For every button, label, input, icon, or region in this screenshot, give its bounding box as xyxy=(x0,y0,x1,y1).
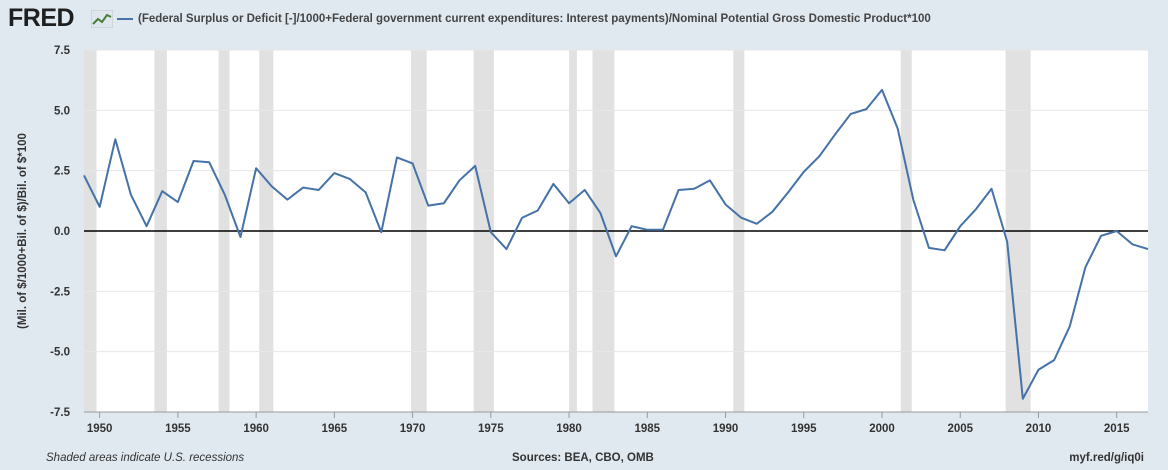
y-axis-label: (Mil. of $/1000+Bil. of $)/Bil. of $*100 xyxy=(17,133,29,329)
x-tick-label: 2010 xyxy=(1026,423,1052,435)
legend[interactable]: (Federal Surplus or Deficit [-]/1000+Fed… xyxy=(117,11,931,27)
y-tick-label: -2.5 xyxy=(50,286,70,298)
x-tick-label: 1995 xyxy=(791,423,817,435)
x-tick-label: 2005 xyxy=(947,423,973,435)
x-tick-label: 2015 xyxy=(1104,423,1130,435)
y-axis-ticks: 7.5 5.0 2.5 0.0 -2.5 -5.0 -7.5 xyxy=(50,45,70,419)
chart: 7.5 5.0 2.5 0.0 -2.5 -5.0 -7.5 1950 1955 1960 196… xyxy=(17,45,1149,435)
chart-header: FRED (Federal Surplus or Deficit [-]/100… xyxy=(0,0,1168,40)
series-line[interactable] xyxy=(83,88,1149,400)
sources-note: Sources: BEA, CBO, OMB xyxy=(512,452,654,464)
y-tick-label: 2.5 xyxy=(54,166,71,178)
y-tick-label: 7.5 xyxy=(54,45,71,57)
recession-note: Shaded areas indicate U.S. recessions xyxy=(46,452,245,464)
y-tick-label: -5.0 xyxy=(50,347,70,359)
x-tick-label: 1960 xyxy=(243,423,269,435)
y-tick-label: -7.5 xyxy=(50,407,70,419)
x-tick-label: 1990 xyxy=(713,423,739,435)
x-tick-label: 1985 xyxy=(634,423,660,435)
y-tick-label: 5.0 xyxy=(54,105,70,117)
fred-logo: FRED xyxy=(8,4,75,32)
fred-chart-icon xyxy=(91,10,113,28)
x-axis-ticks: 1950 1955 1960 1965 1970 1975 1980 1985 1990 1995… xyxy=(84,411,1148,435)
x-tick-label: 1965 xyxy=(322,423,348,435)
x-tick-label: 2000 xyxy=(869,423,895,435)
y-tick-label: 0.0 xyxy=(54,226,70,238)
short-url-link[interactable]: myf.red/g/iq0i xyxy=(1069,452,1144,464)
x-tick-label: 1950 xyxy=(87,423,113,435)
x-tick-label: 1975 xyxy=(478,423,504,435)
x-tick-label: 1970 xyxy=(400,423,426,435)
legend-line-swatch xyxy=(117,18,133,20)
x-tick-label: 1955 xyxy=(165,423,191,435)
legend-series-label: (Federal Surplus or Deficit [-]/1000+Fed… xyxy=(138,13,931,25)
x-tick-label: 1980 xyxy=(556,423,582,435)
